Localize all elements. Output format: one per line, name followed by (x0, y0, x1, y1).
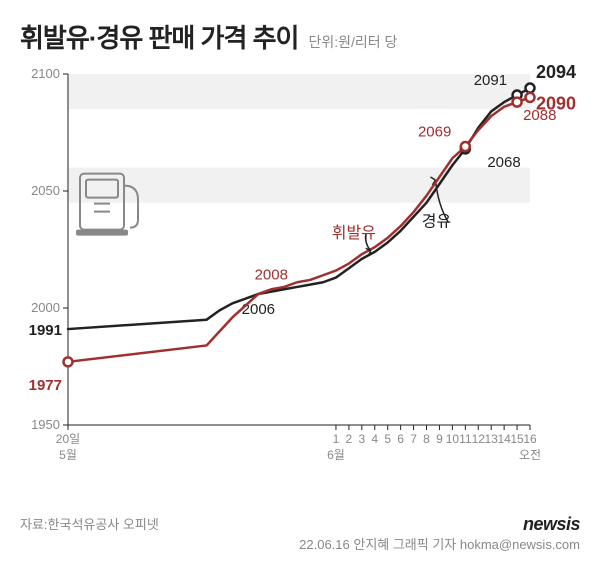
svg-text:2100: 2100 (31, 66, 60, 81)
svg-text:2000: 2000 (31, 300, 60, 315)
credit-text: 22.06.16 안지혜 그래픽 기자 hokma@newsis.com (299, 534, 580, 553)
callout-label: 2094 (536, 62, 576, 82)
svg-text:6: 6 (397, 432, 404, 446)
svg-text:8: 8 (423, 432, 430, 446)
svg-text:2: 2 (346, 432, 353, 446)
svg-text:15: 15 (510, 432, 524, 446)
svg-text:오전: 오전 (519, 448, 541, 462)
series-휘발유 (68, 97, 530, 361)
brand-logo: newsis (523, 514, 580, 535)
data-marker (526, 93, 535, 102)
svg-text:12: 12 (472, 432, 486, 446)
svg-text:13: 13 (485, 432, 499, 446)
svg-text:20일: 20일 (56, 432, 80, 446)
chart-container: 휘발유·경유 판매 가격 추이 단위:원/리터 당 19502000205021… (0, 0, 600, 567)
svg-text:5월: 5월 (59, 448, 77, 462)
series-label: 휘발유 (332, 224, 376, 242)
chart-title: 휘발유·경유 판매 가격 추이 (20, 18, 298, 55)
svg-text:1950: 1950 (31, 417, 60, 432)
series-label: 경유 (422, 213, 451, 231)
svg-text:7: 7 (410, 432, 417, 446)
callout-label: 2068 (487, 154, 520, 171)
callout-label: 1991 (29, 322, 62, 339)
svg-text:3: 3 (358, 432, 365, 446)
svg-text:10: 10 (446, 432, 460, 446)
data-marker (461, 142, 470, 151)
svg-text:14: 14 (497, 432, 511, 446)
callout-label: 2008 (255, 266, 288, 283)
svg-text:9: 9 (436, 432, 443, 446)
svg-text:2050: 2050 (31, 183, 60, 198)
callout-label: 2091 (474, 72, 507, 89)
data-marker (526, 84, 535, 93)
source-text: 자료:한국석유공사 오피넷 (20, 514, 159, 533)
chart-area: 195020002050210020일123456789101112131415… (20, 54, 580, 495)
svg-text:16: 16 (523, 432, 537, 446)
callout-label: 1977 (29, 377, 62, 394)
svg-text:1: 1 (333, 432, 340, 446)
svg-text:5: 5 (384, 432, 391, 446)
svg-text:4: 4 (371, 432, 378, 446)
svg-text:11: 11 (459, 432, 472, 446)
chart-svg: 195020002050210020일123456789101112131415… (20, 54, 580, 495)
callout-label: 2090 (536, 93, 576, 113)
chart-unit: 단위:원/리터 당 (308, 32, 397, 52)
data-marker (513, 98, 522, 107)
data-marker (64, 357, 73, 366)
svg-text:6월: 6월 (327, 448, 345, 462)
callout-label: 2069 (418, 124, 451, 141)
